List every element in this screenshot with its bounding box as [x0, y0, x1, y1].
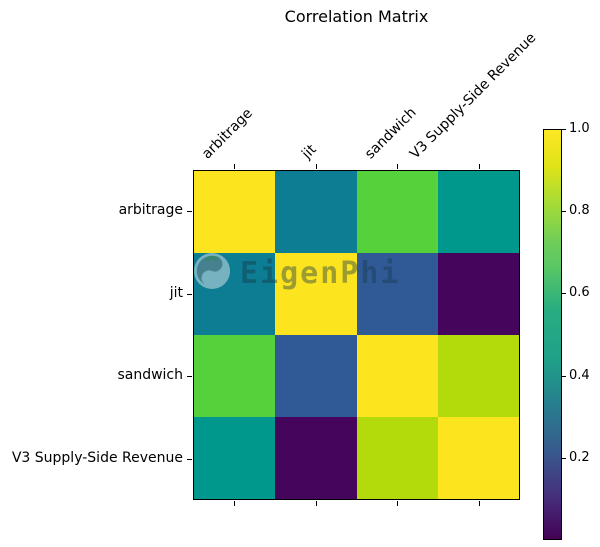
- heatmap-cell-r1-c3: [437, 253, 519, 335]
- heatmap-cell-r1-c0: [194, 253, 276, 335]
- x-tick-label-2: jit: [298, 141, 320, 163]
- heatmap-grid: [193, 170, 520, 500]
- x-tick-top: [233, 164, 235, 169]
- x-tick-top: [315, 164, 317, 169]
- heatmap-cell-r0-c3: [437, 171, 519, 253]
- colorbar: [543, 129, 562, 540]
- heatmap-cell-r2-c2: [356, 335, 438, 417]
- x-tick-bottom: [315, 501, 317, 506]
- colorbar-tick-label: 0.6: [569, 285, 590, 301]
- heatmap-cell-r2-c1: [275, 335, 357, 417]
- y-tick-left: [187, 211, 192, 213]
- heatmap-cell-r0-c1: [275, 171, 357, 253]
- x-tick-bottom: [479, 501, 481, 506]
- heatmap-cell-r1-c2: [356, 253, 438, 335]
- x-tick-top: [479, 164, 481, 169]
- heatmap-cell-r2-c3: [437, 335, 519, 417]
- colorbar-tick: [562, 211, 566, 213]
- heatmap-cell-r3-c0: [194, 417, 276, 499]
- heatmap-cell-r0-c0: [194, 171, 276, 253]
- y-tick-left: [187, 293, 192, 295]
- colorbar-tick: [562, 129, 566, 130]
- colorbar-tick-label: 0.8: [569, 203, 590, 219]
- heatmap-cell-r3-c2: [356, 417, 438, 499]
- y-tick-label-3: sandwich: [117, 367, 183, 384]
- y-tick-left: [187, 376, 192, 378]
- x-tick-label-1: arbitrage: [199, 105, 257, 163]
- x-tick-bottom: [397, 501, 399, 506]
- y-tick-left: [187, 458, 192, 460]
- y-tick-label-1: arbitrage: [118, 202, 183, 219]
- heatmap-cell-r0-c2: [356, 171, 438, 253]
- heatmap-cell-r3-c3: [437, 417, 519, 499]
- x-tick-label-4: V3 Supply-Side Revenue: [406, 29, 539, 163]
- heatmap-cell-r2-c0: [194, 335, 276, 417]
- colorbar-tick-label: 1.0: [569, 121, 590, 136]
- colorbar-tick-label: 0.2: [569, 449, 590, 465]
- heatmap-cell-r1-c1: [275, 253, 357, 335]
- colorbar-tick: [562, 293, 566, 295]
- heatmap-cell-r3-c1: [275, 417, 357, 499]
- colorbar-tick-label: 0.4: [569, 367, 590, 383]
- colorbar-tick: [562, 457, 566, 459]
- chart-title: Correlation Matrix: [284, 7, 429, 26]
- y-tick-label-2: jit: [169, 284, 183, 301]
- y-tick-label-4: V3 Supply-Side Revenue: [11, 449, 183, 466]
- x-tick-top: [397, 164, 399, 169]
- colorbar-tick: [562, 375, 566, 377]
- x-tick-bottom: [233, 501, 235, 506]
